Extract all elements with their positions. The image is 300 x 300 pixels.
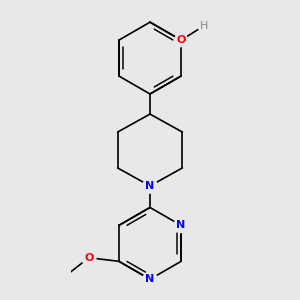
Text: N: N — [146, 274, 154, 284]
Text: H: H — [200, 21, 208, 31]
Text: N: N — [176, 220, 186, 230]
Circle shape — [82, 250, 96, 265]
Text: O: O — [176, 35, 186, 45]
Circle shape — [175, 34, 188, 46]
Circle shape — [143, 272, 157, 286]
Circle shape — [174, 218, 188, 232]
Circle shape — [198, 20, 210, 32]
Text: N: N — [146, 181, 154, 191]
Text: O: O — [84, 253, 93, 263]
Circle shape — [143, 179, 157, 193]
